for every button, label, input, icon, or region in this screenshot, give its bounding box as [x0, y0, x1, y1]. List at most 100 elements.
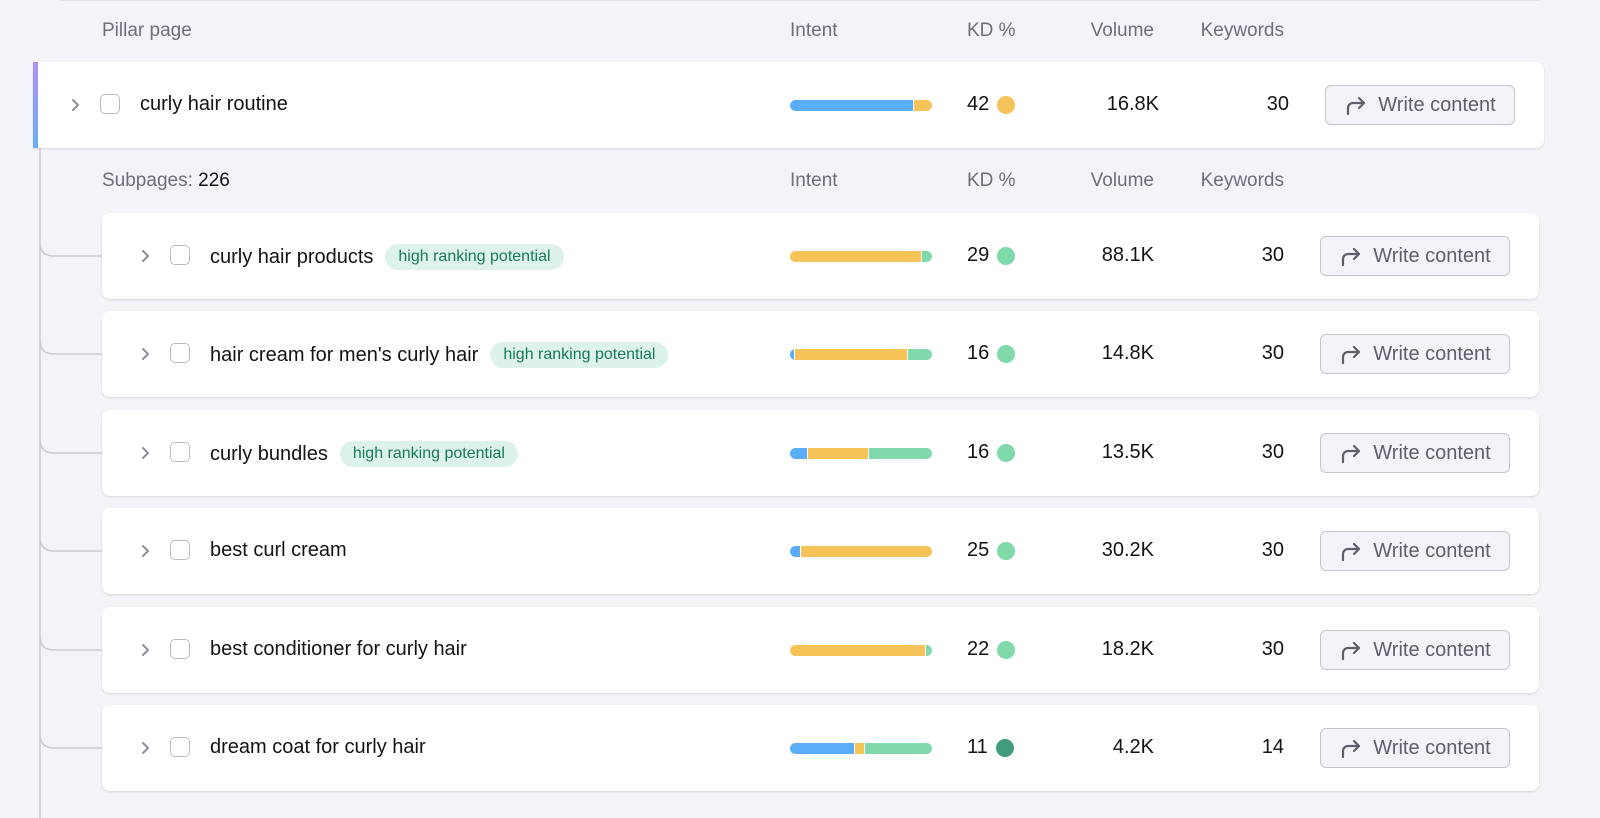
keywords-count: 30: [1261, 244, 1284, 266]
keywords-count: 30: [1266, 93, 1289, 115]
keyword-link[interactable]: curly hair products: [210, 245, 374, 268]
intent-segment-transactional: [908, 349, 932, 360]
keywords-count: 30: [1261, 441, 1284, 463]
subpage-row[interactable]: curly hair products high ranking potentia…: [102, 213, 1539, 299]
kd-cell: 29: [967, 244, 1016, 267]
intent-segment-transactional: [864, 743, 932, 754]
column-intent: Intent: [790, 170, 838, 191]
kd-cell: 11: [967, 736, 1014, 759]
chevron-right-icon[interactable]: [136, 736, 156, 760]
keyword-link[interactable]: best conditioner for curly hair: [210, 638, 467, 660]
write-content-button[interactable]: Write content: [1320, 236, 1510, 276]
intent-bar: [790, 743, 932, 754]
kd-cell: 16: [967, 441, 1016, 464]
kd-indicator-dot: [995, 738, 1014, 757]
intent-segment-commercial: [807, 448, 868, 459]
kd-cell: 22: [967, 638, 1016, 661]
keyword-cell: curly bundles high ranking potential: [210, 441, 518, 467]
keyword-link[interactable]: hair cream for men's curly hair: [210, 343, 479, 366]
share-arrow-icon: [1342, 739, 1361, 759]
intent-segment-informational: [790, 100, 913, 111]
write-content-button[interactable]: Write content: [1320, 728, 1510, 768]
intent-bar: [790, 251, 932, 262]
kd-indicator-dot: [997, 640, 1016, 659]
share-arrow-icon: [1342, 345, 1361, 365]
keyword-cell: dream coat for curly hair: [210, 736, 426, 759]
chevron-right-icon[interactable]: [136, 638, 156, 662]
keyword-link[interactable]: best curl cream: [210, 539, 347, 561]
column-keywords: Keywords: [1200, 170, 1284, 191]
share-arrow-icon: [1342, 542, 1361, 562]
volume-value: 13.5K: [1101, 441, 1154, 463]
subpage-row[interactable]: best curl cream 25 30.2K 30 Write content: [102, 508, 1539, 594]
intent-segment-transactional: [926, 645, 932, 656]
keyword-link[interactable]: dream coat for curly hair: [210, 736, 426, 758]
write-content-label: Write content: [1373, 441, 1491, 464]
kd-cell: 25: [967, 539, 1016, 562]
keyword-cell: best curl cream: [210, 539, 347, 562]
divider: [60, 0, 1540, 1]
intent-segment-commercial: [800, 546, 932, 557]
keyword-link[interactable]: curly hair routine: [140, 93, 288, 115]
row-checkbox[interactable]: [170, 442, 190, 462]
kd-value: 16: [967, 441, 990, 463]
row-checkbox[interactable]: [170, 737, 190, 757]
tree-line: [39, 148, 102, 818]
kd-value: 25: [967, 539, 990, 561]
intent-bar: [790, 448, 932, 459]
high-ranking-badge: high ranking potential: [385, 244, 564, 270]
chevron-right-icon[interactable]: [136, 539, 156, 563]
intent-segment-informational: [790, 546, 800, 557]
subpage-row[interactable]: curly bundles high ranking potential 16 13…: [102, 410, 1539, 496]
kd-cell: 42: [967, 93, 1016, 116]
intent-segment-transactional: [869, 448, 932, 459]
volume-value: 88.1K: [1101, 244, 1154, 266]
share-arrow-icon: [1342, 247, 1361, 267]
chevron-right-icon[interactable]: [136, 342, 156, 366]
write-content-button[interactable]: Write content: [1320, 433, 1510, 473]
keyword-link[interactable]: curly bundles: [210, 442, 328, 465]
chevron-right-icon[interactable]: [136, 244, 156, 268]
kd-indicator-dot: [997, 246, 1016, 265]
tree-connector: [39, 148, 102, 818]
write-content-label: Write content: [1378, 93, 1496, 116]
intent-bar: [790, 349, 932, 360]
write-content-button[interactable]: Write content: [1320, 531, 1510, 571]
chevron-right-icon[interactable]: [66, 93, 86, 117]
intent-segment-commercial: [790, 251, 922, 262]
chevron-right-icon[interactable]: [136, 441, 156, 465]
high-ranking-badge: high ranking potential: [339, 441, 518, 467]
subpage-row[interactable]: hair cream for men's curly hair high rank…: [102, 311, 1539, 397]
row-checkbox[interactable]: [170, 540, 190, 560]
keywords-count: 30: [1261, 342, 1284, 364]
volume-value: 18.2K: [1101, 638, 1154, 660]
share-arrow-icon: [1347, 96, 1366, 116]
column-pillar-page: Pillar page: [102, 20, 192, 41]
keywords-count: 14: [1261, 736, 1284, 758]
write-content-button[interactable]: Write content: [1320, 334, 1510, 374]
kd-value: 16: [967, 342, 990, 364]
intent-segment-informational: [790, 743, 855, 754]
share-arrow-icon: [1342, 444, 1361, 464]
write-content-label: Write content: [1373, 244, 1491, 267]
keyword-cell: best conditioner for curly hair: [210, 638, 467, 661]
kd-indicator-dot: [997, 344, 1016, 363]
intent-segment-informational: [790, 448, 807, 459]
write-content-label: Write content: [1373, 638, 1491, 661]
row-checkbox[interactable]: [100, 94, 120, 114]
write-content-button[interactable]: Write content: [1320, 630, 1510, 670]
write-content-label: Write content: [1373, 539, 1491, 562]
subpages-count: 226: [198, 170, 230, 191]
intent-segment-commercial: [913, 100, 932, 111]
row-checkbox[interactable]: [170, 639, 190, 659]
intent-bar: [790, 100, 932, 111]
subpage-row[interactable]: best conditioner for curly hair 22 18.2K …: [102, 607, 1539, 693]
pillar-row[interactable]: curly hair routine 42 16.8K 30 Write cont…: [33, 62, 1544, 148]
intent-segment-transactional: [922, 251, 932, 262]
subpage-row[interactable]: dream coat for curly hair 11 4.2K 14 Writ…: [102, 705, 1539, 791]
row-checkbox[interactable]: [170, 343, 190, 363]
kd-value: 11: [967, 736, 988, 758]
intent-segment-commercial: [790, 645, 926, 656]
write-content-button[interactable]: Write content: [1325, 85, 1515, 125]
row-checkbox[interactable]: [170, 245, 190, 265]
